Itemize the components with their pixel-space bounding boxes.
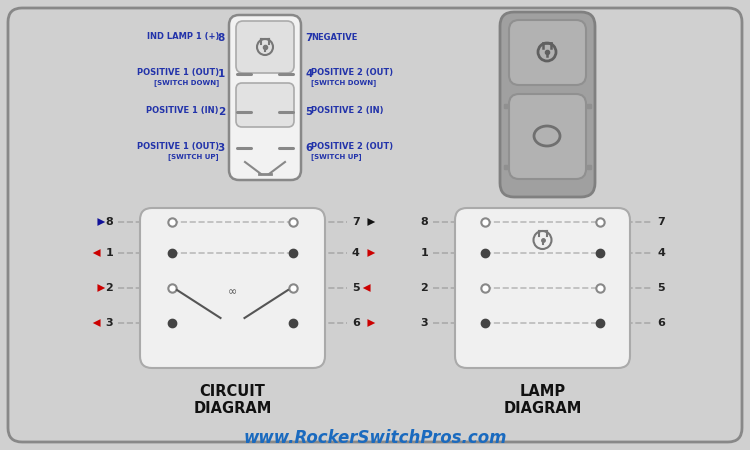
Text: 4: 4	[305, 69, 312, 79]
Text: POSITIVE 2 (IN): POSITIVE 2 (IN)	[311, 107, 383, 116]
Text: CIRCUIT
DIAGRAM: CIRCUIT DIAGRAM	[194, 384, 272, 416]
Text: 7: 7	[657, 217, 664, 227]
FancyBboxPatch shape	[229, 15, 301, 180]
Text: 2: 2	[420, 283, 428, 293]
Text: 1: 1	[105, 248, 113, 258]
Text: 3: 3	[420, 318, 428, 328]
Text: 1: 1	[217, 69, 225, 79]
FancyBboxPatch shape	[509, 20, 586, 85]
FancyBboxPatch shape	[500, 12, 595, 197]
Text: 4: 4	[352, 248, 360, 258]
Text: LAMP
DIAGRAM: LAMP DIAGRAM	[503, 384, 582, 416]
FancyBboxPatch shape	[509, 94, 586, 179]
Text: 5: 5	[657, 283, 664, 293]
Text: 6: 6	[305, 143, 312, 153]
FancyBboxPatch shape	[236, 83, 294, 127]
FancyBboxPatch shape	[8, 8, 742, 442]
Text: 4: 4	[657, 248, 664, 258]
Text: NEGATIVE: NEGATIVE	[311, 32, 357, 41]
Text: [SWITCH UP]: [SWITCH UP]	[168, 153, 219, 161]
Text: 8: 8	[217, 33, 225, 43]
Text: ∞: ∞	[228, 287, 237, 297]
Text: [SWITCH UP]: [SWITCH UP]	[311, 153, 362, 161]
Text: POSITIVE 2 (OUT): POSITIVE 2 (OUT)	[311, 143, 393, 152]
Text: POSITIVE 2 (OUT): POSITIVE 2 (OUT)	[311, 68, 393, 77]
Text: 1: 1	[420, 248, 428, 258]
Text: 2: 2	[217, 107, 225, 117]
Text: [SWITCH DOWN]: [SWITCH DOWN]	[154, 80, 219, 86]
Text: 8: 8	[105, 217, 113, 227]
Text: POSITIVE 1 (IN): POSITIVE 1 (IN)	[146, 107, 219, 116]
Text: [SWITCH DOWN]: [SWITCH DOWN]	[311, 80, 376, 86]
Text: IND LAMP 1 (+): IND LAMP 1 (+)	[147, 32, 219, 41]
Text: 7: 7	[305, 33, 312, 43]
Text: 3: 3	[217, 143, 225, 153]
Text: 5: 5	[305, 107, 312, 117]
Text: 5: 5	[352, 283, 360, 293]
Text: 6: 6	[657, 318, 664, 328]
Text: 7: 7	[352, 217, 360, 227]
Text: 2: 2	[105, 283, 113, 293]
FancyBboxPatch shape	[140, 208, 325, 368]
Text: POSITIVE 1 (OUT): POSITIVE 1 (OUT)	[136, 68, 219, 77]
FancyBboxPatch shape	[455, 208, 630, 368]
FancyBboxPatch shape	[236, 21, 294, 73]
Text: 8: 8	[420, 217, 428, 227]
Text: 6: 6	[352, 318, 360, 328]
Text: 3: 3	[105, 318, 113, 328]
Text: www.RockerSwitchPros.com: www.RockerSwitchPros.com	[243, 429, 507, 447]
Text: POSITIVE 1 (OUT): POSITIVE 1 (OUT)	[136, 143, 219, 152]
